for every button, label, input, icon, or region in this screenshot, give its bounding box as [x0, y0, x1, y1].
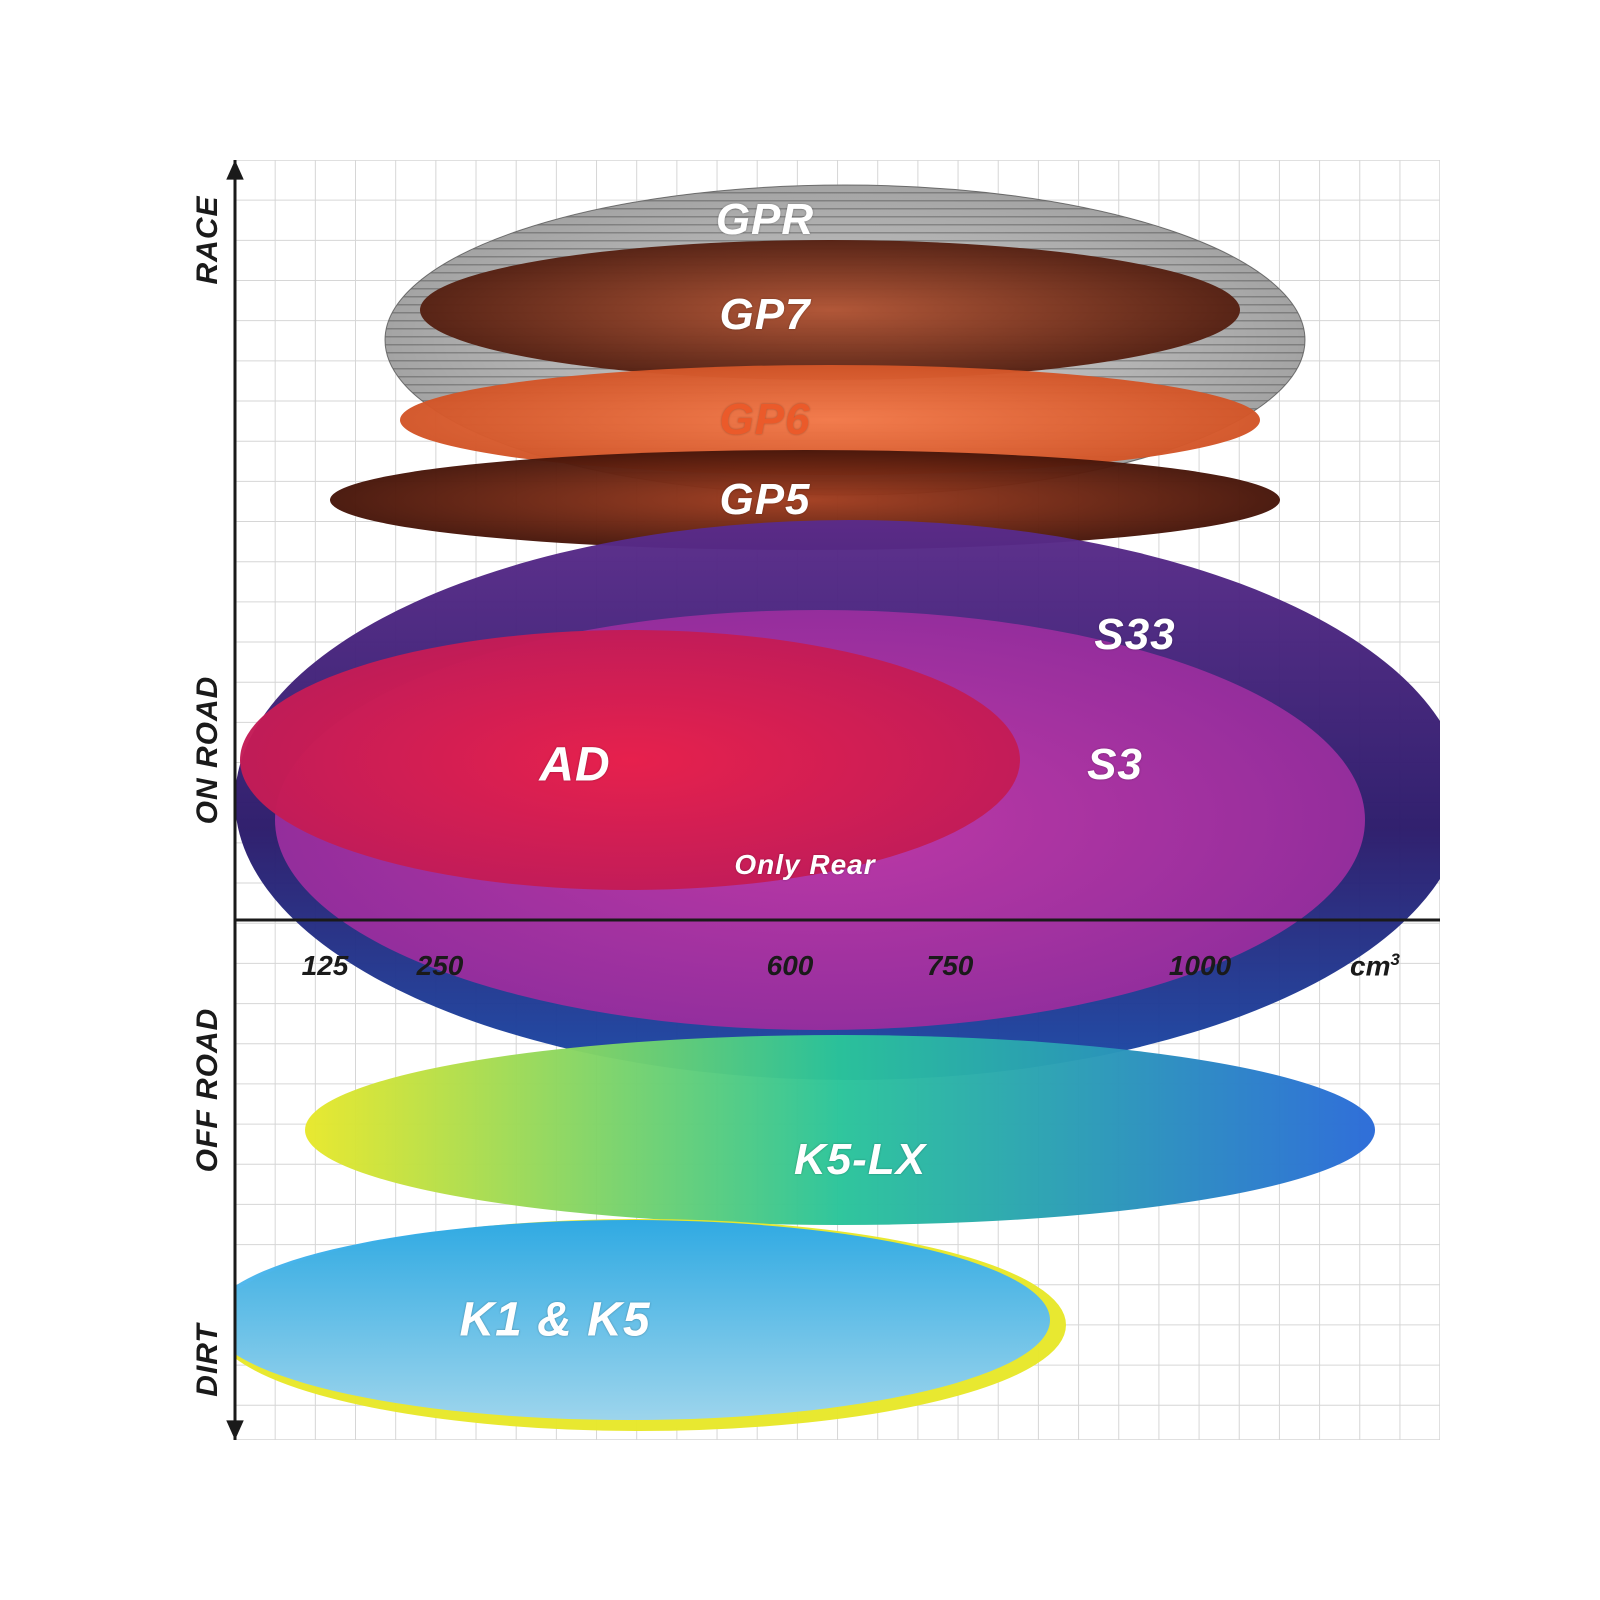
y-axis-label: RACE — [191, 195, 225, 284]
series-label-gp6: GP6 — [719, 395, 810, 445]
y-axis-label: OFF ROAD — [191, 1008, 225, 1173]
series-label-ad: AD — [539, 738, 610, 793]
chart-svg — [160, 160, 1440, 1440]
series-label-gpr: GPR — [716, 195, 814, 245]
series-label-k5lx: K5-LX — [794, 1135, 926, 1185]
x-axis-tick: 1000 — [1169, 950, 1231, 982]
series-label-s3: S3 — [1087, 740, 1143, 790]
series-label-gp5: GP5 — [719, 475, 810, 525]
series-label-gp7: GP7 — [719, 290, 810, 340]
annotation-label: Only Rear — [734, 849, 875, 881]
y-axis-label: DIRT — [191, 1323, 225, 1396]
y-axis-label: ON ROAD — [191, 676, 225, 825]
x-axis-tick: 125 — [302, 950, 349, 982]
x-axis-tick: 750 — [927, 950, 974, 982]
chart-stage: RACE ON ROAD OFF ROAD DIRT 125 250 600 750 1000 c… — [160, 160, 1440, 1440]
series-label-k1k5: K1 & K5 — [459, 1293, 650, 1348]
x-axis-tick: 600 — [767, 950, 814, 982]
x-axis-unit: cm3 — [1350, 950, 1400, 982]
x-axis-tick: 250 — [417, 950, 464, 982]
series-label-s33: S33 — [1094, 610, 1175, 660]
